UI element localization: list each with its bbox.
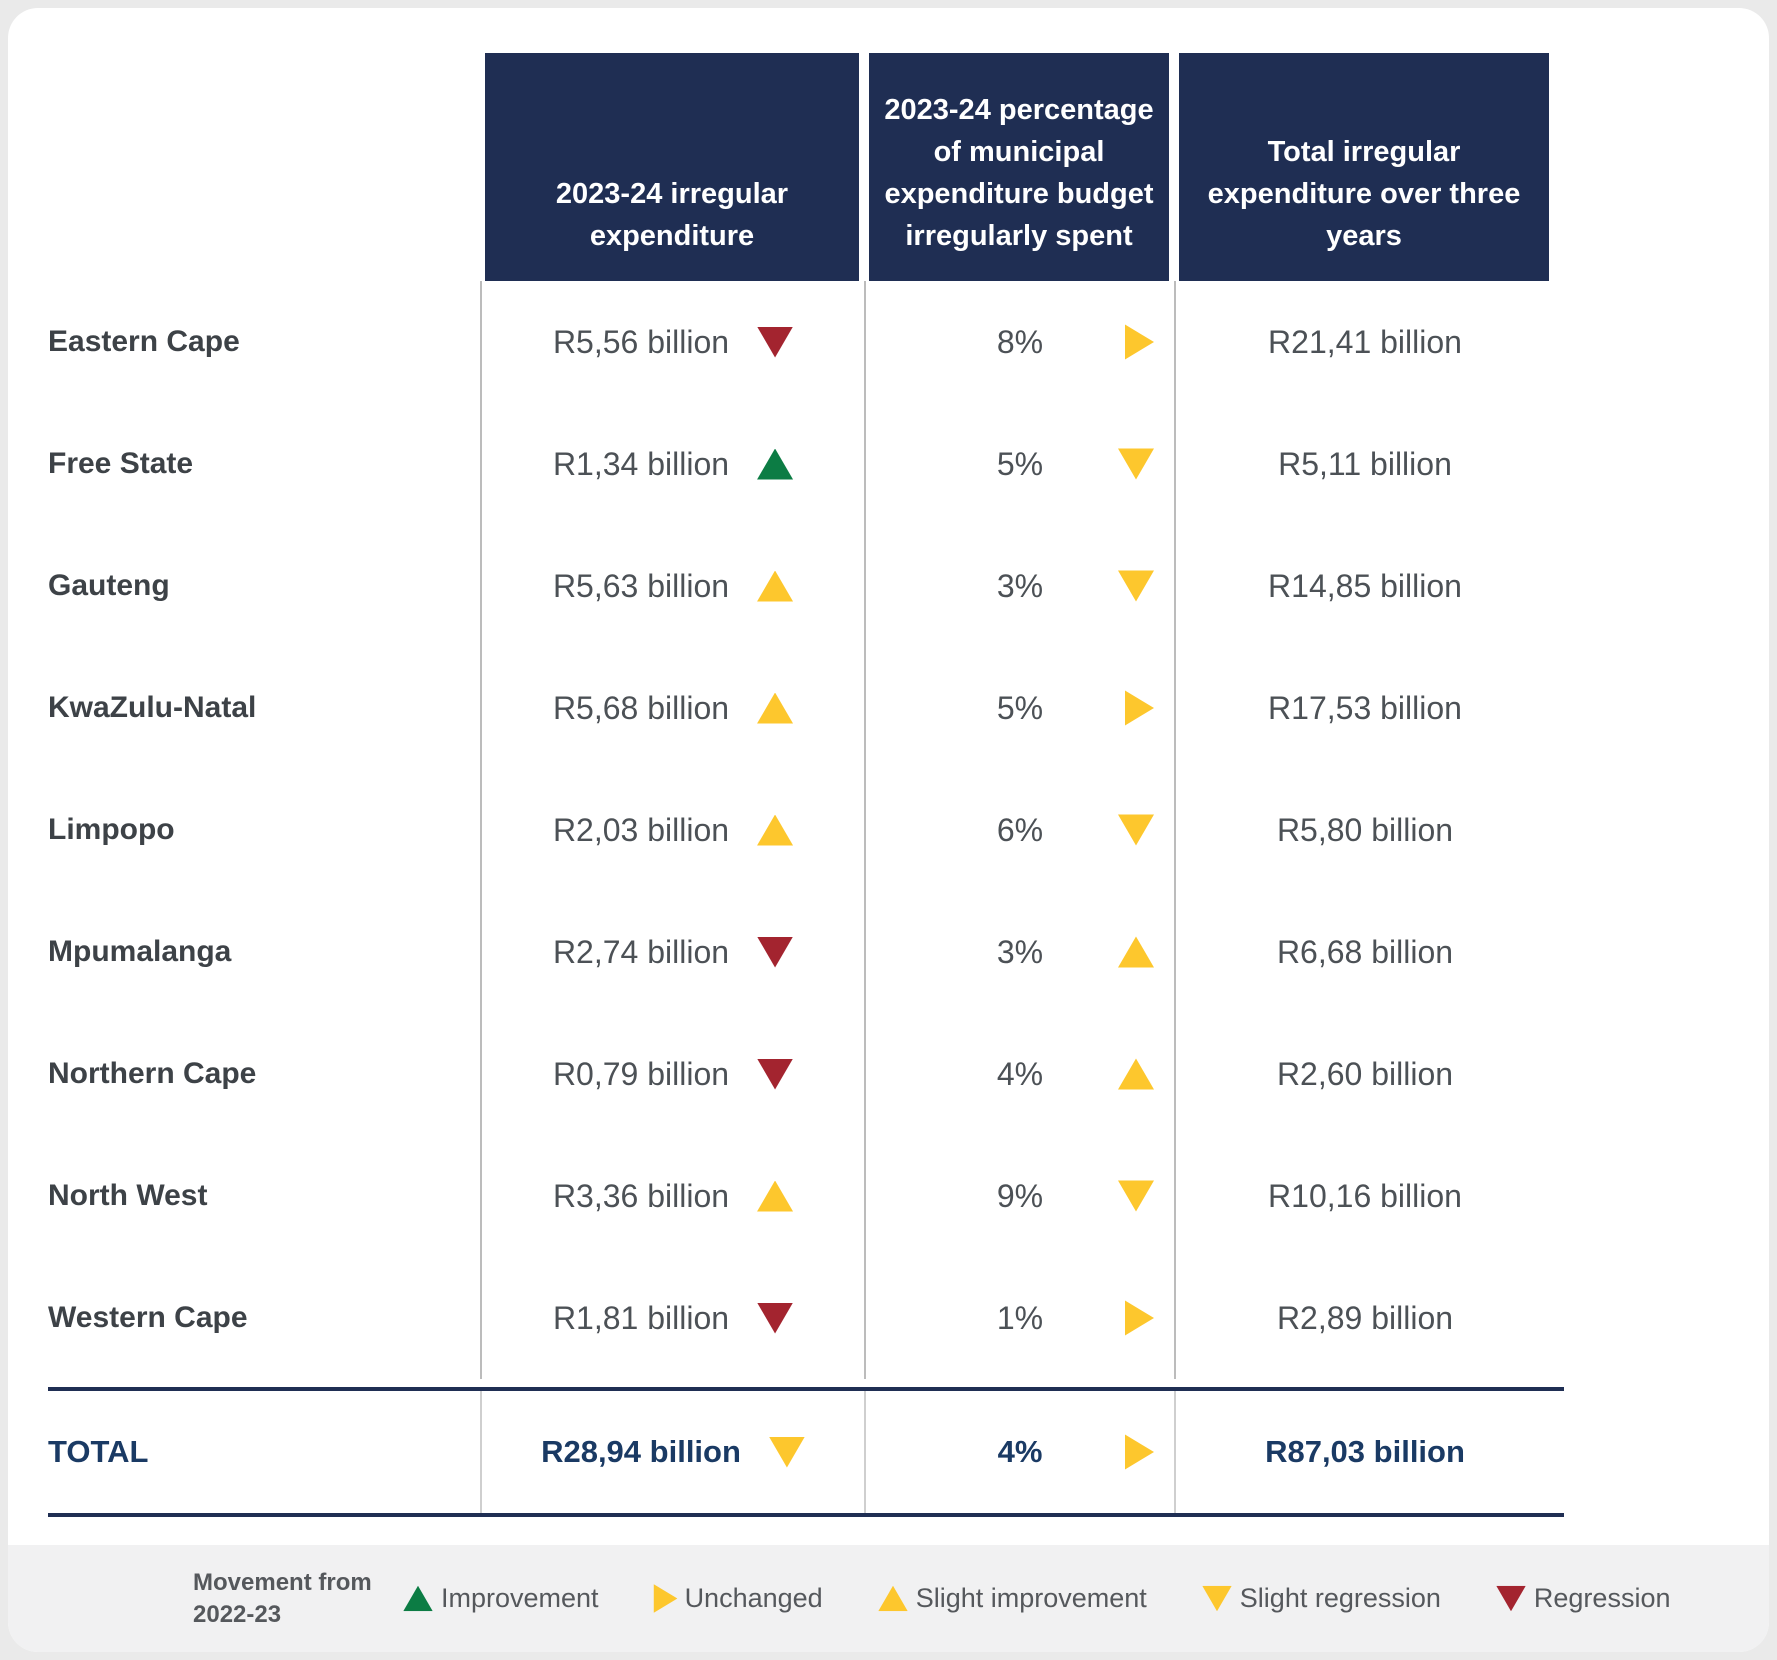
movement-indicator-icon <box>757 1302 794 1334</box>
movement-indicator-icon <box>757 936 794 968</box>
province-label: Northern Cape <box>48 1057 257 1090</box>
regression-triangle-icon <box>1496 1585 1526 1612</box>
legend-items: Improvement Unchanged Slight improvement… <box>400 1581 1670 1616</box>
legend-item-label: Slight regression <box>1239 1583 1441 1613</box>
province-label: Free State <box>48 447 194 480</box>
expenditure-value: R0,79 billion <box>552 1055 730 1092</box>
total-three-year-value: R87,03 billion <box>1265 1434 1465 1469</box>
table-row: Eastern Cape R5,56 billion 8% R21,41 bil… <box>48 281 1769 403</box>
legend-item-label: Regression <box>1533 1583 1671 1613</box>
movement-indicator-icon <box>757 326 794 358</box>
percent-value: 9% <box>996 1177 1044 1214</box>
legend-item-unchanged: Unchanged <box>651 1581 823 1616</box>
province-label: Western Cape <box>48 1301 248 1334</box>
three-year-total-value: R21,41 billion <box>1268 323 1462 360</box>
column-header-percentage: 2023-24 percentage of municipal expendit… <box>869 53 1169 281</box>
column-header-label: Total irregular expenditure over three y… <box>1207 136 1521 252</box>
column-header-expenditure: 2023-24 irregular expenditure <box>485 53 859 281</box>
expenditure-value: R5,63 billion <box>552 567 730 604</box>
percent-value: 8% <box>996 323 1044 360</box>
legend-bar: Movement from 2022-23 Improvement Unchan… <box>8 1545 1769 1652</box>
movement-indicator-icon <box>1125 690 1154 726</box>
legend-item-slight-improvement: Slight improvement <box>875 1583 1147 1614</box>
table-row: KwaZulu-Natal R5,68 billion 5% R17,53 bi… <box>48 647 1769 769</box>
header-spacer <box>48 53 480 281</box>
expenditure-value: R2,03 billion <box>552 811 730 848</box>
legend-item-label: Unchanged <box>684 1583 823 1613</box>
unchanged-triangle-icon <box>653 1584 677 1613</box>
three-year-total-value: R14,85 billion <box>1268 567 1462 604</box>
movement-indicator-icon <box>757 692 794 724</box>
three-year-total-value: R10,16 billion <box>1268 1177 1462 1214</box>
movement-indicator-icon <box>1118 1058 1154 1090</box>
total-band: TOTAL R28,94 billion 4% R87,03 billion <box>48 1387 1564 1517</box>
total-percent-value: 4% <box>997 1434 1043 1469</box>
province-label: North West <box>48 1179 208 1212</box>
total-expenditure-value: R28,94 billion <box>541 1434 741 1469</box>
three-year-total-value: R5,80 billion <box>1276 811 1454 848</box>
table-row: North West R3,36 billion 9% R10,16 billi… <box>48 1135 1769 1257</box>
movement-indicator-icon <box>1118 448 1154 480</box>
movement-indicator-icon <box>1118 1180 1154 1212</box>
slight-improvement-triangle-icon <box>877 1585 908 1612</box>
province-label: Mpumalanga <box>48 935 232 968</box>
three-year-total-value: R2,60 billion <box>1276 1055 1454 1092</box>
legend-title: Movement from 2022-23 <box>193 1568 372 1628</box>
movement-indicator-icon <box>1118 570 1154 602</box>
total-row: TOTAL R28,94 billion 4% R87,03 billion <box>48 1391 1564 1513</box>
expenditure-value: R1,34 billion <box>552 445 730 482</box>
movement-indicator-icon <box>757 1058 794 1090</box>
table-row: Gauteng R5,63 billion 3% R14,85 billion <box>48 525 1769 647</box>
percent-value: 3% <box>996 567 1044 604</box>
movement-indicator-icon <box>757 448 794 480</box>
expenditure-value: R2,74 billion <box>552 933 730 970</box>
legend-item-regression: Regression <box>1493 1583 1671 1614</box>
column-header-label: 2023-24 irregular expenditure <box>555 178 789 252</box>
expenditure-value: R5,56 billion <box>552 323 730 360</box>
improvement-triangle-icon <box>403 1585 433 1612</box>
movement-indicator-icon <box>1118 936 1154 968</box>
expenditure-value: R3,36 billion <box>552 1177 730 1214</box>
expenditure-value: R1,81 billion <box>552 1299 730 1336</box>
table-body: Eastern Cape R5,56 billion 8% R21,41 bil… <box>8 281 1769 1379</box>
irregular-expenditure-table-card: 2023-24 irregular expenditure 2023-24 pe… <box>8 8 1769 1652</box>
column-header-label: 2023-24 percentage of municipal expendit… <box>884 94 1154 252</box>
movement-indicator-icon <box>1125 1434 1154 1470</box>
movement-indicator-icon <box>757 1180 794 1212</box>
legend-item-label: Improvement <box>441 1583 599 1613</box>
three-year-total-value: R2,89 billion <box>1276 1299 1454 1336</box>
table-row: Mpumalanga R2,74 billion 3% R6,68 billio… <box>48 891 1769 1013</box>
movement-indicator-icon <box>768 1436 805 1468</box>
table-row: Western Cape R1,81 billion 1% R2,89 bill… <box>48 1257 1769 1379</box>
legend-item-improvement: Improvement <box>400 1583 599 1614</box>
legend-item-label: Slight improvement <box>915 1583 1147 1613</box>
total-label: TOTAL <box>48 1434 149 1469</box>
expenditure-value: R5,68 billion <box>552 689 730 726</box>
three-year-total-value: R17,53 billion <box>1268 689 1462 726</box>
percent-value: 1% <box>996 1299 1044 1336</box>
movement-indicator-icon <box>1125 324 1154 360</box>
movement-indicator-icon <box>1125 1300 1154 1336</box>
percent-value: 6% <box>996 811 1044 848</box>
legend-item-slight-regression: Slight regression <box>1199 1583 1441 1614</box>
province-label: Limpopo <box>48 813 175 846</box>
percent-value: 3% <box>996 933 1044 970</box>
three-year-total-value: R5,11 billion <box>1278 445 1452 482</box>
province-label: KwaZulu-Natal <box>48 691 257 724</box>
percent-value: 5% <box>996 689 1044 726</box>
table-row: Limpopo R2,03 billion 6% R5,80 billion <box>48 769 1769 891</box>
movement-indicator-icon <box>757 814 794 846</box>
movement-indicator-icon <box>757 570 794 602</box>
percent-value: 5% <box>996 445 1044 482</box>
three-year-total-value: R6,68 billion <box>1276 933 1454 970</box>
column-header-three-year-total: Total irregular expenditure over three y… <box>1179 53 1549 281</box>
table-header-row: 2023-24 irregular expenditure 2023-24 pe… <box>48 53 1769 281</box>
percent-value: 4% <box>996 1055 1044 1092</box>
table-row: Free State R1,34 billion 5% R5,11 billio… <box>48 403 1769 525</box>
province-label: Eastern Cape <box>48 325 240 358</box>
province-label: Gauteng <box>48 569 170 602</box>
slight-regression-triangle-icon <box>1202 1585 1232 1612</box>
table-row: Northern Cape R0,79 billion 4% R2,60 bil… <box>48 1013 1769 1135</box>
movement-indicator-icon <box>1118 814 1154 846</box>
